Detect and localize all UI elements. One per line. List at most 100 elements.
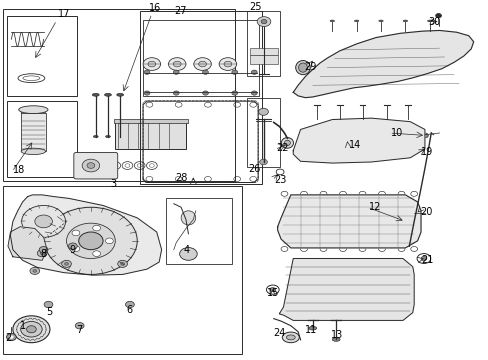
Circle shape	[144, 70, 150, 74]
Circle shape	[224, 61, 231, 67]
Circle shape	[251, 70, 257, 74]
Polygon shape	[8, 227, 47, 260]
Circle shape	[261, 19, 266, 24]
Bar	[115, 122, 185, 149]
Ellipse shape	[329, 20, 334, 22]
Circle shape	[148, 61, 156, 67]
Circle shape	[87, 163, 95, 168]
Text: 11: 11	[305, 325, 317, 335]
Circle shape	[202, 70, 208, 74]
Circle shape	[118, 260, 127, 267]
Circle shape	[105, 238, 113, 244]
Circle shape	[358, 192, 365, 196]
Circle shape	[397, 192, 404, 196]
Ellipse shape	[295, 60, 310, 75]
Text: 25: 25	[249, 2, 262, 12]
Circle shape	[269, 288, 275, 292]
Bar	[143, 20, 259, 96]
Bar	[3, 186, 242, 354]
Text: 14: 14	[348, 140, 361, 150]
Circle shape	[20, 321, 42, 337]
Circle shape	[281, 247, 287, 251]
Ellipse shape	[298, 63, 307, 72]
Circle shape	[44, 207, 137, 274]
Text: 24: 24	[272, 328, 285, 338]
Circle shape	[435, 13, 441, 18]
Text: 22: 22	[276, 143, 288, 153]
Bar	[3, 9, 234, 181]
Circle shape	[64, 262, 68, 265]
Text: 10: 10	[390, 128, 402, 138]
Circle shape	[320, 247, 326, 251]
Text: 2: 2	[5, 333, 12, 343]
Ellipse shape	[21, 110, 45, 116]
Circle shape	[93, 251, 101, 256]
Polygon shape	[293, 118, 424, 163]
Circle shape	[37, 250, 47, 257]
Circle shape	[79, 232, 103, 250]
Circle shape	[259, 159, 267, 165]
Circle shape	[300, 192, 307, 196]
Text: 28: 28	[175, 173, 187, 183]
Circle shape	[320, 192, 326, 196]
Circle shape	[378, 192, 385, 196]
Circle shape	[410, 192, 417, 196]
Circle shape	[258, 108, 268, 115]
Circle shape	[173, 61, 181, 67]
Circle shape	[339, 192, 346, 196]
Ellipse shape	[104, 93, 111, 96]
Circle shape	[21, 206, 65, 237]
Bar	[166, 198, 232, 264]
Ellipse shape	[403, 20, 407, 22]
Text: 15: 15	[266, 288, 279, 298]
Circle shape	[125, 301, 134, 308]
Ellipse shape	[282, 332, 299, 343]
Text: 23: 23	[273, 175, 285, 185]
Circle shape	[421, 133, 427, 138]
Ellipse shape	[427, 20, 431, 22]
Ellipse shape	[331, 338, 339, 341]
Circle shape	[397, 247, 404, 251]
Ellipse shape	[284, 140, 290, 145]
Circle shape	[33, 270, 37, 272]
Circle shape	[257, 17, 270, 27]
Text: 21: 21	[420, 255, 432, 265]
Circle shape	[173, 70, 179, 74]
Bar	[114, 119, 187, 123]
Circle shape	[173, 91, 179, 95]
Text: 29: 29	[304, 62, 316, 72]
Ellipse shape	[117, 93, 123, 96]
Polygon shape	[10, 195, 161, 275]
Ellipse shape	[93, 135, 98, 138]
Text: 19: 19	[420, 148, 432, 157]
Text: 1: 1	[20, 321, 26, 331]
Circle shape	[40, 252, 44, 255]
Bar	[21, 113, 45, 152]
Circle shape	[179, 248, 197, 260]
Circle shape	[144, 91, 150, 95]
Circle shape	[193, 58, 211, 71]
Circle shape	[72, 246, 80, 252]
Circle shape	[6, 333, 16, 341]
Circle shape	[378, 247, 385, 251]
Circle shape	[420, 256, 426, 261]
Text: 5: 5	[46, 307, 52, 317]
Circle shape	[358, 247, 365, 251]
Polygon shape	[279, 258, 413, 320]
Text: 27: 27	[173, 6, 186, 15]
Circle shape	[72, 230, 80, 236]
Circle shape	[9, 336, 13, 338]
Bar	[250, 55, 277, 64]
Circle shape	[410, 247, 417, 251]
Text: 17: 17	[58, 9, 70, 19]
Circle shape	[231, 70, 237, 74]
Text: 16: 16	[149, 4, 162, 13]
Circle shape	[219, 58, 236, 71]
Circle shape	[121, 262, 124, 265]
Circle shape	[93, 225, 101, 231]
Polygon shape	[277, 195, 420, 248]
Text: 4: 4	[183, 245, 189, 255]
Circle shape	[26, 326, 36, 333]
Bar	[250, 48, 277, 55]
Text: 18: 18	[13, 166, 25, 175]
